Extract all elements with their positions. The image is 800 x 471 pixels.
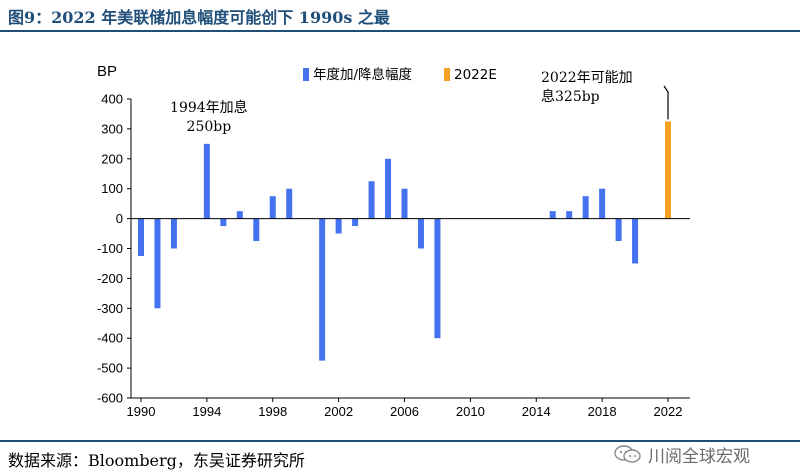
title-rule bbox=[0, 30, 800, 32]
legend-label-0: 年度加/降息幅度 bbox=[313, 66, 412, 83]
y-tick-label: 400 bbox=[101, 92, 123, 107]
wechat-logo-icon bbox=[614, 445, 641, 463]
bar-2003 bbox=[352, 218, 359, 227]
x-tick-label: 1990 bbox=[127, 404, 156, 419]
source-note: 数据来源：Bloomberg，东吴证券研究所 bbox=[8, 451, 305, 470]
bar-1994 bbox=[203, 143, 210, 219]
bar-1997 bbox=[253, 218, 260, 242]
figure-title: 图9：2022 年美联储加息幅度可能创下 1990s 之最 bbox=[8, 8, 390, 27]
x-tick-label: 2010 bbox=[456, 404, 485, 419]
x-tick-label: 2022 bbox=[654, 404, 683, 419]
bar-2006 bbox=[401, 188, 408, 219]
annotation-1994-line-0: 1994年加息 bbox=[170, 99, 248, 116]
annotation-2022-leader-line bbox=[663, 85, 669, 120]
bar-2016 bbox=[566, 211, 573, 219]
y-tick-label: -600 bbox=[97, 391, 123, 406]
bar-1995 bbox=[220, 218, 227, 227]
watermark: 川阅全球宏观 bbox=[614, 441, 750, 467]
bar-1999 bbox=[286, 188, 293, 219]
annotation-2022-line-0: 2022年可能加 bbox=[541, 70, 633, 86]
y-tick-label: -200 bbox=[97, 271, 123, 286]
bar-2020 bbox=[632, 218, 639, 264]
bar-1996 bbox=[236, 211, 243, 219]
bar-2008 bbox=[434, 218, 441, 339]
bar-2001 bbox=[319, 218, 326, 361]
watermark-text: 川阅全球宏观 bbox=[648, 446, 750, 467]
x-tick-label: 2002 bbox=[324, 404, 353, 419]
x-tick-label: 2014 bbox=[522, 404, 551, 419]
bar-2017 bbox=[582, 196, 589, 219]
y-tick-label: 0 bbox=[116, 211, 123, 226]
y-tick-label: -300 bbox=[97, 301, 123, 316]
legend-swatch-0 bbox=[303, 68, 309, 81]
y-axis-unit-label: BP bbox=[97, 63, 117, 80]
annotation-2022-line-1: 息325bp bbox=[541, 88, 600, 105]
bar-2022e bbox=[665, 121, 671, 219]
y-tick-label: 300 bbox=[101, 121, 123, 136]
annotation-1994-line-1: 250bp bbox=[187, 119, 232, 135]
bar-1991 bbox=[154, 218, 161, 309]
x-tick-label: 1998 bbox=[258, 404, 287, 419]
bar-2019 bbox=[615, 218, 622, 242]
y-tick-label: 100 bbox=[101, 181, 123, 196]
bar-2015 bbox=[549, 211, 556, 219]
legend-swatch-1 bbox=[444, 68, 450, 81]
bar-2018 bbox=[599, 188, 606, 219]
y-tick-label: -400 bbox=[97, 331, 123, 346]
bar-2004 bbox=[368, 181, 375, 219]
y-tick-label: -100 bbox=[97, 241, 123, 256]
source-rule bbox=[0, 440, 800, 442]
legend-label-1: 2022E bbox=[454, 67, 497, 83]
bar-2005 bbox=[385, 158, 392, 219]
bar-2002 bbox=[335, 218, 342, 234]
y-tick-label: 200 bbox=[101, 151, 123, 166]
bar-1990 bbox=[138, 218, 144, 256]
bar-2007 bbox=[417, 218, 424, 249]
bar-1992 bbox=[170, 218, 177, 249]
x-tick-label: 2018 bbox=[588, 404, 617, 419]
y-tick-label: -500 bbox=[97, 361, 123, 376]
x-tick-label: 2006 bbox=[390, 404, 419, 419]
bar-chart: 400 300 200 100 0 -100 -200 -300 -400 -500 -600 199… bbox=[97, 63, 690, 419]
x-tick-label: 1994 bbox=[192, 404, 221, 419]
bar-1998 bbox=[269, 196, 276, 219]
